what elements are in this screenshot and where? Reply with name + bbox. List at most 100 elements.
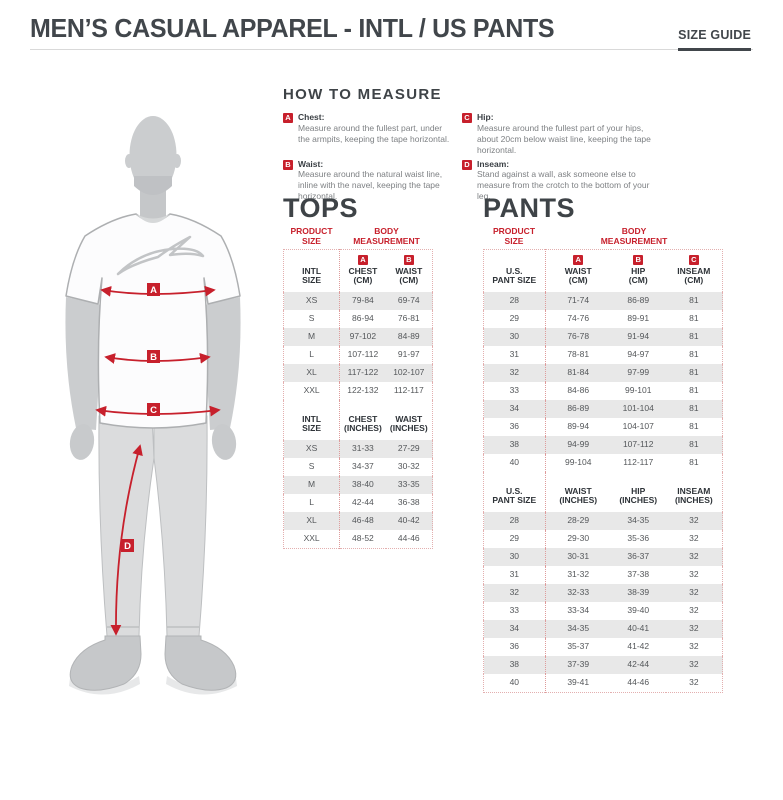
measurement-cell: 104-107 (622, 421, 654, 432)
measurement-cell: 30-32 (397, 461, 420, 472)
pants-cm-rows: 28 71-74 86-89 81 29 74-76 89-91 81 30 76-78 91-94… (483, 291, 723, 472)
measurement-cell: 32 (665, 655, 723, 674)
measurement-cell: 81-84 (545, 363, 611, 382)
tops-table-header: PRODUCT SIZE BODY MEASUREMENT (283, 226, 433, 247)
size-cell: XL (283, 363, 341, 382)
tops-cm-subheader: INTL SIZE A CHEST (CM) B WAIST (CM) (283, 249, 433, 292)
measurement-cell: 32 (665, 511, 723, 530)
measurement-cell: 31-32 (567, 569, 590, 580)
measure-item-waist: B Waist: Measure around the natural wais… (283, 159, 462, 203)
table-row: 34 86-89 101-104 81 (483, 399, 723, 418)
size-cell: 40 (483, 673, 546, 693)
tops-inches-rows: XS 31-33 27-29 S 34-37 30-32 M 38-40 33-35 L 42-44… (283, 439, 433, 549)
table-row: S 86-94 76-81 (283, 309, 433, 328)
measurement-cell: 36-38 (397, 497, 420, 508)
table-row: 34 34-35 40-41 32 (483, 619, 723, 638)
chest-letter-badge: A (283, 113, 293, 123)
us-pant-size-label: U.S. PANT SIZE (492, 485, 537, 506)
pants-inches-subheader: U.S. PANT SIZE WAIST (INCHES) HIP (INCHE… (483, 471, 723, 512)
tops-inches-subheader: INTL SIZE CHEST (INCHES) WAIST (INCHES) (283, 399, 433, 440)
table-row: 29 74-76 89-91 81 (483, 309, 723, 328)
size-cell: 31 (483, 565, 546, 584)
measurement-cell: 79-84 (339, 291, 386, 310)
size-cell: 38 (483, 655, 546, 674)
table-row: L 107-112 91-97 (283, 345, 433, 364)
figure-shoes (69, 635, 237, 695)
size-cell: 32 (483, 363, 546, 382)
measurement-cell: 32 (689, 677, 699, 688)
measure-text: Measure around the natural waist line, i… (298, 169, 443, 202)
chest-marker-badge (147, 283, 160, 296)
size-cell: M (283, 327, 341, 346)
waist-inches-label: WAIST (INCHES) (559, 485, 598, 506)
chest-col-badge: A (357, 254, 368, 265)
measure-label: Inseam: (477, 158, 510, 169)
measurement-cell: 41-42 (627, 641, 650, 652)
measurement-cell: 33-34 (567, 605, 590, 616)
measure-text: Measure around the fullest part, under t… (298, 122, 450, 144)
table-row: L 42-44 36-38 (283, 493, 433, 512)
size-cell: 38 (483, 435, 546, 454)
measurement-cell: 34-35 (545, 619, 611, 638)
measurement-cell: 42-44 (352, 497, 374, 508)
waist-cm-label: WAIST (CM) (564, 265, 592, 286)
measurement-cell: 40-41 (610, 619, 666, 638)
measurement-cell: 76-81 (397, 313, 420, 324)
table-row: 31 78-81 94-97 81 (483, 345, 723, 364)
size-cell: 28 (483, 291, 546, 310)
inseam-cm-label: INSEAM (CM) (677, 265, 711, 286)
inseam-inches-label: INSEAM (INCHES) (674, 485, 713, 506)
measurement-cell: 42-44 (610, 655, 666, 674)
table-row: 30 76-78 91-94 81 (483, 327, 723, 346)
measurement-cell: 84-89 (385, 327, 433, 346)
size-cell: 36 (483, 637, 546, 656)
how-to-measure-section: HOW TO MEASURE A Chest: Measure around t… (283, 86, 755, 203)
measurement-cell: 37-38 (627, 569, 650, 580)
measurement-cell: 81 (665, 291, 723, 310)
table-row: XS 31-33 27-29 (283, 439, 433, 458)
intl-size-label: INTL SIZE (302, 413, 322, 434)
figure-head (125, 116, 181, 223)
measurement-cell: 36-37 (610, 547, 666, 566)
table-row: 32 81-84 97-99 81 (483, 363, 723, 382)
table-row: M 38-40 33-35 (283, 475, 433, 494)
how-to-measure-heading: HOW TO MEASURE (283, 86, 442, 103)
table-row: 31 31-32 37-38 32 (483, 565, 723, 584)
svg-text:A: A (150, 285, 157, 296)
body-figure-illustration: A B C D (65, 116, 241, 695)
measurement-badges: A B C D (121, 283, 160, 552)
table-row: S 34-37 30-32 (283, 457, 433, 476)
measurement-cell: 112-117 (623, 457, 654, 468)
size-cell: XXL (283, 381, 341, 400)
size-cell: 34 (483, 619, 546, 638)
measurement-cell: 91-94 (610, 327, 666, 346)
size-cell: L (283, 493, 341, 512)
size-cell: L (283, 345, 341, 364)
measurement-cell: 69-74 (385, 291, 433, 310)
measurement-cell: 31-33 (339, 439, 386, 458)
measurement-cell: 32 (689, 641, 699, 652)
measurement-cell: 81 (665, 399, 723, 418)
table-row: 32 32-33 38-39 32 (483, 583, 723, 602)
waist-col-badge: B (403, 254, 414, 265)
svg-text:D: D (124, 541, 131, 552)
hip-col-badge: B (633, 254, 644, 265)
hip-cm-label: HIP (CM) (628, 265, 648, 286)
measure-label: Chest: (298, 112, 325, 122)
table-row: 36 89-94 104-107 81 (483, 417, 723, 436)
measurement-cell: 38-40 (339, 475, 386, 494)
measurement-cell: 89-94 (567, 421, 590, 432)
size-cell: 34 (483, 399, 546, 418)
us-pant-size-label: U.S. PANT SIZE (492, 265, 537, 286)
svg-text:B: B (150, 352, 157, 363)
table-row: 36 35-37 41-42 32 (483, 637, 723, 656)
measurement-cell: 107-112 (610, 435, 666, 454)
waist-letter-badge: B (283, 159, 293, 170)
hip-inches-label: HIP (INCHES) (619, 485, 658, 506)
size-guide-tab[interactable]: SIZE GUIDE (678, 28, 751, 51)
measurement-cell: 35-37 (567, 641, 590, 652)
measurement-cell: 74-76 (567, 313, 590, 324)
page-title: MEN’S CASUAL APPAREL - INTL / US PANTS (30, 14, 555, 44)
measurement-cell: 32-33 (545, 583, 611, 602)
measurement-cell: 33-35 (385, 475, 433, 494)
